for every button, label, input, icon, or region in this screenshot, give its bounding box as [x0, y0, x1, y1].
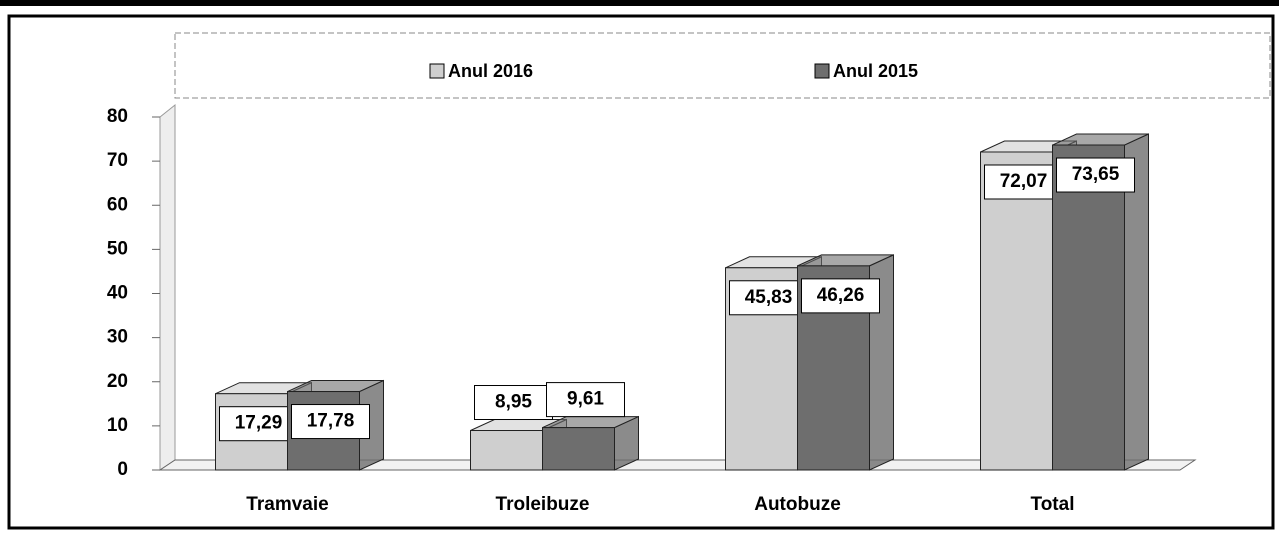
y-tick-label: 80 [107, 106, 128, 127]
bar [980, 151, 1053, 471]
y-tick-label: 10 [107, 415, 128, 436]
value-label: 9,61 [567, 389, 604, 410]
legend-swatch [814, 63, 830, 79]
value-label-box [1056, 157, 1135, 193]
top-border [0, 0, 1279, 6]
y-tick-label: 30 [107, 327, 128, 348]
value-label: 72,07 [1000, 171, 1048, 192]
legend-label: Anul 2015 [833, 61, 918, 81]
value-label: 46,26 [817, 285, 865, 306]
y-tick-label: 50 [107, 238, 128, 259]
value-label-box [729, 280, 808, 316]
y-tick-label: 40 [107, 283, 128, 304]
y-tick-label: 20 [107, 371, 128, 392]
x-tick-label: Troleibuze [496, 494, 590, 515]
value-label: 17,78 [307, 411, 355, 432]
value-label: 45,83 [745, 287, 793, 308]
bar [470, 430, 543, 471]
legend-frame [174, 32, 1271, 99]
value-label-box [219, 406, 298, 442]
x-tick-label: Total [1031, 494, 1075, 515]
legend-swatch [429, 63, 445, 79]
value-label: 8,95 [495, 392, 532, 413]
value-label-box [474, 385, 553, 421]
y-tick-label: 70 [107, 150, 128, 171]
value-label: 73,65 [1072, 164, 1120, 185]
x-tick-label: Autobuze [754, 494, 841, 515]
bar [542, 427, 615, 471]
value-label-box [291, 404, 370, 440]
legend-label: Anul 2016 [448, 61, 533, 81]
value-label-box [546, 382, 625, 418]
y-tick-label: 0 [117, 459, 128, 480]
x-tick-label: Tramvaie [246, 494, 328, 515]
value-label-box [801, 278, 880, 314]
back-wall [159, 103, 176, 471]
value-label: 17,29 [235, 413, 283, 434]
value-label-box [984, 164, 1063, 200]
bar [1052, 144, 1125, 471]
y-tick-label: 60 [107, 194, 128, 215]
